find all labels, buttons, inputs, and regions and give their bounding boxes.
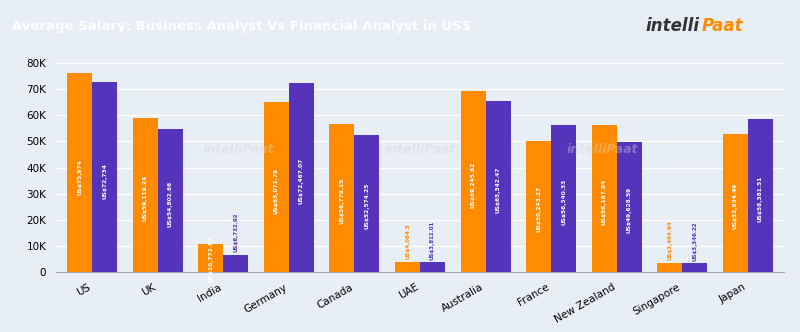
Text: intelliPaat: intelliPaat (202, 143, 274, 156)
Text: US$6,732.92: US$6,732.92 (234, 212, 238, 252)
Text: US$50,243.27: US$50,243.27 (536, 186, 542, 232)
Bar (658, 263, 682, 272)
Text: US$56,779.15: US$56,779.15 (339, 178, 345, 224)
Bar (682, 264, 707, 272)
Text: Paat: Paat (702, 18, 743, 36)
Bar (354, 135, 379, 272)
Bar (551, 125, 576, 272)
Bar (330, 124, 354, 272)
Bar (92, 82, 117, 272)
Text: US$75,974: US$75,974 (77, 159, 82, 195)
Bar (420, 262, 445, 272)
Bar (526, 141, 551, 272)
Text: US$54,802.66: US$54,802.66 (168, 180, 173, 226)
Text: US$52,574.25: US$52,574.25 (364, 183, 370, 229)
Bar (395, 262, 420, 272)
Text: intelliPaat: intelliPaat (566, 143, 638, 156)
Bar (461, 91, 486, 272)
Text: US$49,628.59: US$49,628.59 (626, 187, 632, 233)
Text: US$59,119.24: US$59,119.24 (142, 175, 148, 221)
Text: intelliPaat: intelliPaat (384, 143, 456, 156)
Bar (723, 134, 748, 272)
Text: US$56,340.33: US$56,340.33 (561, 178, 566, 224)
Bar (748, 120, 773, 272)
Text: US$58,381.51: US$58,381.51 (758, 176, 763, 222)
Text: US$52,634.49: US$52,634.49 (733, 183, 738, 229)
Text: US$3,494.94: US$3,494.94 (667, 221, 672, 261)
Bar (223, 255, 248, 272)
Text: intelli: intelli (645, 18, 699, 36)
Bar (264, 102, 289, 272)
Bar (486, 101, 510, 272)
Text: US$69,245.82: US$69,245.82 (470, 162, 476, 208)
Bar (592, 125, 617, 272)
Bar (617, 142, 642, 272)
Bar (133, 118, 158, 272)
Bar (67, 73, 92, 272)
Bar (198, 244, 223, 272)
Text: US$4,084.3: US$4,084.3 (405, 223, 410, 259)
Text: US$65,342.47: US$65,342.47 (495, 167, 501, 213)
Text: US$72,467.07: US$72,467.07 (298, 158, 304, 204)
Text: US$56,167.94: US$56,167.94 (602, 179, 606, 225)
Text: Average Salary: Business Analyst Vs Financial Analyst in US$: Average Salary: Business Analyst Vs Fina… (11, 20, 470, 33)
Text: US$10,772.67: US$10,772.67 (208, 236, 214, 282)
Text: US$72,734: US$72,734 (102, 163, 107, 199)
Text: US$3,346.22: US$3,346.22 (692, 221, 698, 261)
Text: US$65,071.79: US$65,071.79 (274, 167, 279, 213)
Text: US$3,812.01: US$3,812.01 (430, 220, 435, 260)
Bar (289, 83, 314, 272)
Bar (158, 129, 182, 272)
